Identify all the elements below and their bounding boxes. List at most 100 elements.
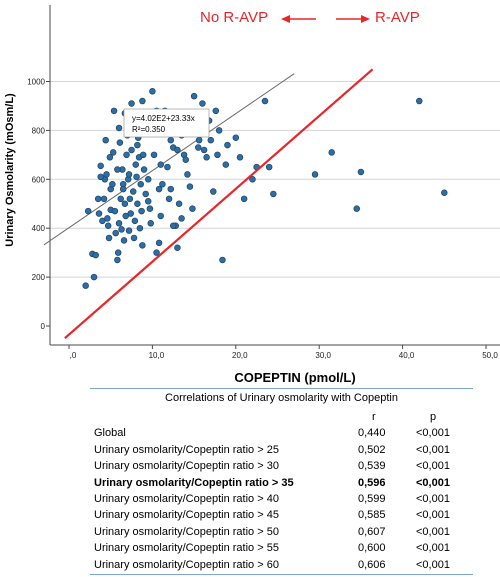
correlation-table-grid: r p Global 0,440 <0,001 Urinary osmolarity/…	[90, 409, 473, 573]
row-p: <0,001	[416, 460, 450, 473]
data-point	[84, 207, 92, 215]
data-point	[155, 185, 163, 193]
data-point	[222, 161, 230, 168]
row-label: Urinary osmolarity/Copeptin ratio > 55	[94, 542, 279, 555]
table-body: r p Global 0,440 <0,001 Urinary osmolarity/…	[90, 409, 473, 573]
x-tick-label: 30,0	[315, 351, 331, 360]
table-row: Urinary osmolarity/Copeptin ratio > 40 0,…	[90, 491, 473, 507]
data-point	[127, 210, 134, 217]
data-point	[328, 149, 335, 156]
row-r: 0,600	[358, 542, 386, 555]
data-point	[111, 207, 119, 215]
data-point	[123, 151, 130, 159]
data-point	[126, 195, 134, 203]
row-label: Urinary osmolarity/Copeptin ratio > 50	[94, 525, 279, 538]
data-point	[357, 168, 365, 176]
data-point	[131, 217, 139, 225]
row-r: 0,539	[358, 460, 386, 473]
y-tick-label: 800	[32, 126, 46, 135]
data-point	[103, 171, 110, 178]
header-p: p	[430, 411, 437, 423]
fit-equation: y=4.02E2+23.33x	[132, 114, 195, 123]
y-tick-label: 600	[32, 175, 46, 184]
data-point	[149, 88, 156, 95]
data-point	[174, 244, 181, 252]
data-point	[120, 237, 128, 244]
data-point	[224, 141, 231, 149]
row-p: <0,001	[416, 493, 450, 506]
data-point	[150, 151, 158, 159]
data-point	[236, 154, 244, 161]
data-point	[164, 163, 171, 171]
row-label: Urinary osmolarity/Copeptin ratio > 45	[94, 509, 279, 522]
header-r: r	[372, 411, 376, 423]
row-r: 0,502	[358, 443, 386, 456]
data-point	[195, 144, 202, 151]
x-tick-label: 20,0	[232, 351, 248, 360]
data-point	[353, 205, 360, 212]
data-point	[134, 141, 141, 149]
x-tick-label: 10,0	[149, 351, 165, 360]
data-point	[189, 205, 196, 212]
data-point	[115, 124, 123, 132]
fit-equation-box: y=4.02E2+23.33x R²=0.350	[123, 108, 210, 138]
data-point	[128, 146, 135, 154]
data-point	[138, 207, 145, 215]
table-bottom-rule	[90, 574, 473, 576]
data-point	[167, 136, 174, 144]
row-p: <0,001	[416, 443, 450, 456]
data-point	[134, 200, 141, 208]
x-axis-ticks: ,0 10,0 20,0 30,0 40,0 50,0	[68, 345, 498, 360]
row-label: Urinary osmolarity/Copeptin ratio > 25	[94, 443, 279, 456]
data-point	[125, 227, 133, 234]
data-point	[214, 151, 221, 159]
x-tick-label: 40,0	[399, 351, 415, 360]
fit-line	[43, 73, 295, 246]
header-label	[90, 409, 358, 425]
data-point	[144, 198, 152, 205]
data-point	[416, 97, 423, 105]
row-p: <0,001	[416, 509, 450, 522]
data-point	[119, 185, 127, 193]
data-point	[175, 200, 183, 208]
row-p: <0,001	[416, 542, 450, 555]
data-point	[104, 215, 111, 222]
data-point	[261, 97, 269, 105]
data-point	[146, 205, 154, 212]
data-point	[132, 161, 139, 168]
data-point	[106, 154, 114, 161]
y-tick-label: 200	[32, 273, 46, 282]
row-r: 0,440	[358, 427, 386, 440]
correlation-table: Correlations of Urinary osmolarity with …	[90, 388, 473, 576]
r-avp-label: R-AVP	[375, 9, 420, 26]
data-point	[139, 97, 146, 105]
threshold-line	[64, 68, 374, 340]
row-r: 0,585	[358, 509, 386, 522]
data-point	[167, 185, 174, 193]
data-point	[95, 210, 103, 217]
data-point	[207, 136, 215, 144]
data-point	[114, 256, 121, 264]
data-point	[97, 162, 104, 170]
data-point	[178, 215, 185, 222]
data-point	[116, 139, 124, 146]
data-point	[133, 173, 140, 181]
data-point	[82, 282, 89, 289]
data-point	[232, 134, 240, 141]
row-label: Urinary osmolarity/Copeptin ratio > 30	[94, 460, 279, 473]
data-point	[155, 239, 163, 247]
data-point	[212, 107, 220, 115]
y-axis-title: Urinary Osmolarity (mOsm/L)	[4, 93, 16, 247]
table-row: Urinary osmolarity/Copeptin ratio > 55 0,…	[90, 540, 473, 556]
data-point	[240, 195, 248, 203]
table-row: Urinary osmolarity/Copeptin ratio > 45 0,…	[90, 507, 473, 523]
y-tick-label: 400	[32, 224, 46, 233]
data-point	[118, 226, 125, 233]
data-point	[165, 195, 173, 203]
data-point	[109, 149, 117, 156]
data-point	[157, 212, 164, 220]
row-r: 0,607	[358, 525, 386, 538]
data-point	[92, 251, 99, 259]
row-label: Urinary osmolarity/Copeptin ratio > 40	[94, 493, 279, 506]
data-point	[139, 242, 146, 249]
